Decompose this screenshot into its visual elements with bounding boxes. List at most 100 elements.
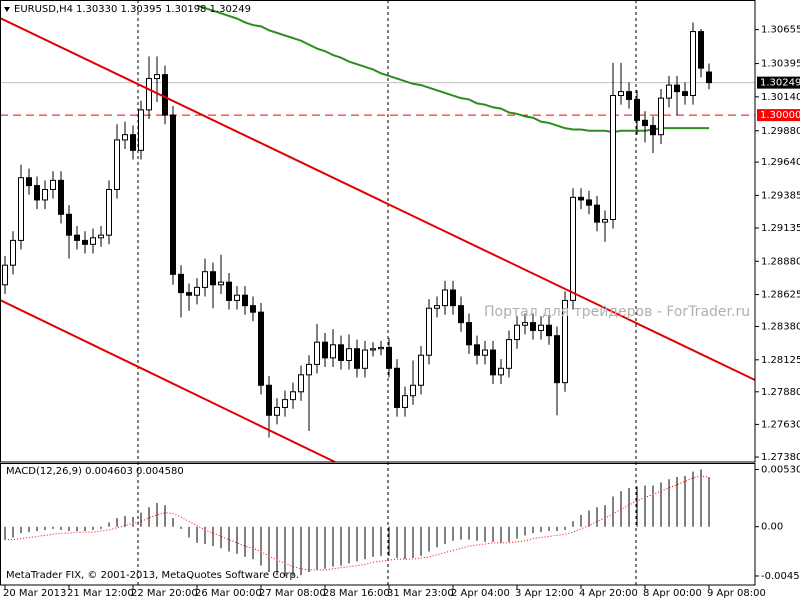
candle-body bbox=[634, 98, 640, 121]
y-tick-label: 1.30655 bbox=[761, 25, 800, 36]
moving-average bbox=[196, 4, 709, 134]
candle-body bbox=[650, 125, 656, 136]
x-tick-label: 2 Apr 04:00 bbox=[451, 588, 510, 599]
candle-body bbox=[530, 322, 536, 331]
candle-body bbox=[122, 134, 128, 141]
candle-body bbox=[290, 391, 296, 401]
candle-body bbox=[298, 374, 304, 393]
candle-body bbox=[626, 91, 632, 100]
candle-body bbox=[546, 324, 552, 337]
x-tick-label: 8 Apr 00:00 bbox=[643, 588, 702, 599]
price-level-label: 1.30249 bbox=[760, 78, 800, 89]
candle-body bbox=[82, 239, 88, 245]
candle-body bbox=[58, 179, 64, 215]
candle-body bbox=[18, 177, 24, 241]
y-tick-label: 1.28380 bbox=[761, 322, 800, 333]
candle-body bbox=[466, 322, 472, 346]
candle-body bbox=[90, 237, 96, 245]
y-tick-label: 1.28880 bbox=[761, 256, 800, 267]
x-tick-label: 31 Mar 23:00 bbox=[387, 588, 454, 599]
candle-body bbox=[226, 281, 232, 301]
candle-body bbox=[322, 341, 328, 359]
price-level-label: 1.30000 bbox=[760, 110, 800, 121]
candle-body bbox=[378, 346, 384, 350]
candle-body bbox=[506, 339, 512, 369]
price-level-box bbox=[757, 109, 800, 122]
candle-body bbox=[258, 311, 264, 386]
candle-body bbox=[202, 271, 208, 288]
x-tick-label: 21 Mar 12:00 bbox=[67, 588, 134, 599]
candle-body bbox=[474, 344, 480, 356]
candle-body bbox=[450, 289, 456, 307]
y-tick-label: 1.29880 bbox=[761, 126, 800, 137]
candle-body bbox=[2, 264, 8, 286]
x-tick-label: 3 Apr 12:00 bbox=[515, 588, 574, 599]
candle-body bbox=[410, 384, 416, 397]
candle-body bbox=[242, 294, 248, 307]
candle-body bbox=[690, 31, 696, 97]
candle-body bbox=[218, 281, 224, 286]
candle-body bbox=[154, 74, 160, 80]
candle-body bbox=[482, 349, 488, 356]
macd-title: MACD(12,26,9) 0.004603 0.004580 bbox=[6, 466, 184, 477]
candle-body bbox=[26, 177, 32, 187]
y-tick-label: 0.00 bbox=[761, 522, 783, 533]
footer: MetaTrader FIX, © 2001-2013, MetaQuotes … bbox=[6, 570, 299, 581]
candle-body bbox=[394, 367, 400, 408]
candle-body bbox=[642, 119, 648, 127]
candle-body bbox=[578, 196, 584, 201]
candle-body bbox=[74, 234, 80, 241]
candle-body bbox=[98, 234, 104, 239]
candle-body bbox=[706, 71, 712, 84]
candle-body bbox=[66, 213, 72, 236]
x-tick-label: 20 Mar 2013 bbox=[3, 588, 66, 599]
candle-body bbox=[274, 406, 280, 416]
y-tick-label: 1.29385 bbox=[761, 190, 800, 201]
candle-body bbox=[682, 91, 688, 97]
chart-title: EURUSD,H4 bbox=[14, 4, 73, 15]
x-tick-label: 28 Mar 16:00 bbox=[323, 588, 390, 599]
watermark: Портал для трейдеров - ForTrader.ru bbox=[484, 304, 750, 320]
menu-arrow bbox=[4, 7, 10, 12]
candle-body bbox=[354, 348, 360, 369]
candle-body bbox=[698, 31, 704, 69]
y-tick-label: 1.28625 bbox=[761, 290, 800, 301]
candle-body bbox=[362, 349, 368, 369]
x-tick-label: 9 Apr 08:00 bbox=[707, 588, 766, 599]
candle-body bbox=[370, 348, 376, 351]
candle-body bbox=[250, 305, 256, 313]
candle-body bbox=[514, 324, 520, 341]
candle-body bbox=[418, 354, 424, 386]
y-tick-label: -0.004564 bbox=[761, 571, 800, 582]
candle-body bbox=[170, 114, 176, 275]
y-tick-label: 1.29135 bbox=[761, 223, 800, 234]
candle-body bbox=[658, 97, 664, 136]
candle-body bbox=[210, 271, 216, 286]
candle-body bbox=[610, 95, 616, 221]
channel-line bbox=[0, 299, 336, 463]
x-tick-label: 27 Mar 08:00 bbox=[259, 588, 326, 599]
candle-body bbox=[234, 294, 240, 301]
y-tick-label: 1.27880 bbox=[761, 387, 800, 398]
macd-frame bbox=[0, 463, 756, 586]
x-tick-label: 4 Apr 20:00 bbox=[579, 588, 638, 599]
candle-body bbox=[594, 204, 600, 223]
channel-line bbox=[0, 17, 756, 381]
candle-body bbox=[554, 335, 560, 384]
price-level-box bbox=[757, 76, 800, 89]
main-layer bbox=[0, 4, 755, 438]
candle-body bbox=[306, 363, 312, 376]
y-tick-label: 1.30395 bbox=[761, 59, 800, 70]
candle-body bbox=[50, 179, 56, 190]
candle-body bbox=[338, 344, 344, 361]
y-tick-label: 1.27630 bbox=[761, 419, 800, 430]
candle-body bbox=[426, 307, 432, 356]
x-tick-label: 22 Mar 20:00 bbox=[131, 588, 198, 599]
candle-body bbox=[442, 289, 448, 307]
candle-body bbox=[266, 384, 272, 416]
candle-body bbox=[130, 134, 136, 151]
candle-body bbox=[490, 349, 496, 376]
candle-body bbox=[34, 185, 40, 201]
